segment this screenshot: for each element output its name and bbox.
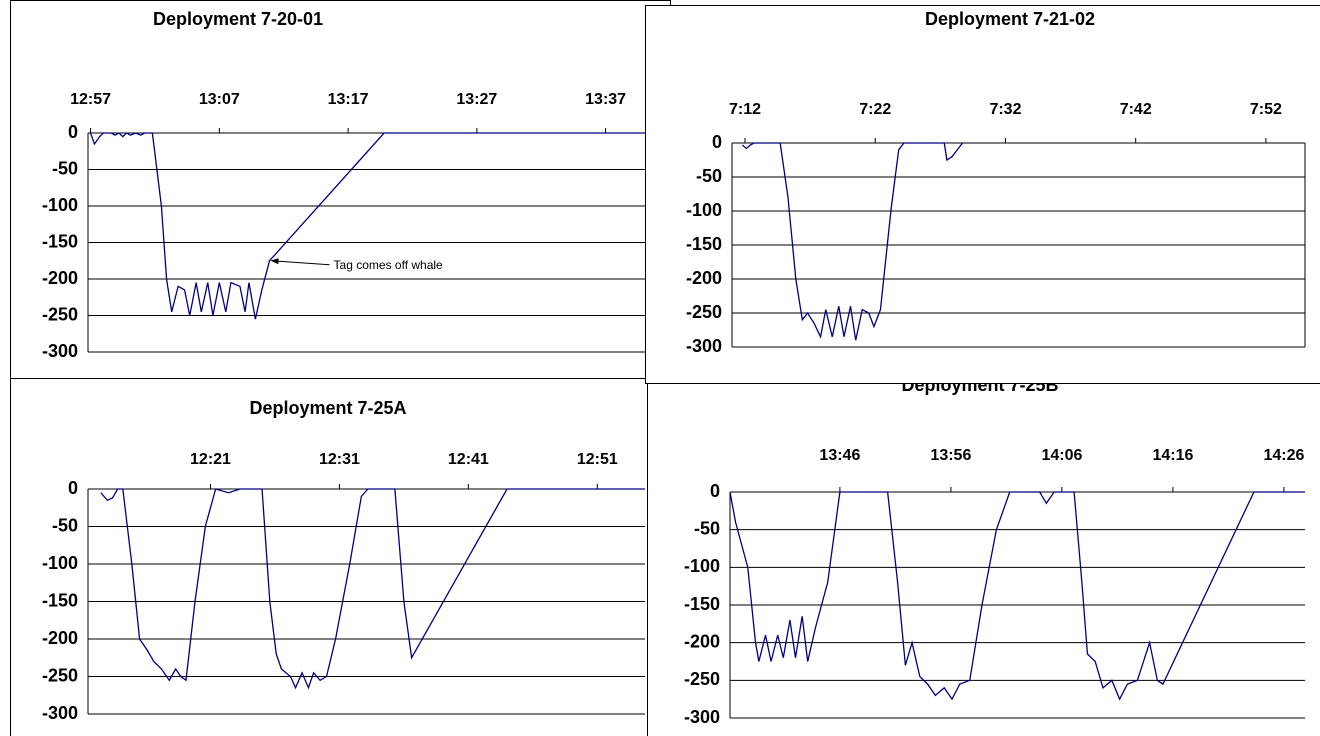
x-tick-label: 14:06 [1041,447,1082,464]
x-tick-label: 12:41 [448,451,489,468]
chart-frame [10,378,648,736]
y-tick-label: -150 [42,231,78,251]
chart-frame [10,0,671,379]
y-tick-label: -250 [684,669,720,689]
x-tick-label: 7:12 [729,101,761,118]
chart: Deployment 7-25A 0 -50 -100 -150 -200 -250 -300… [10,378,648,736]
x-tick-label: 7:32 [989,101,1021,118]
annotation: Tag comes off whale [334,258,443,272]
depth-line [100,488,645,690]
chart-title: Deployment 7-20-01 [153,9,323,29]
x-tick-label: 13:27 [456,91,497,108]
y-tick-label: 0 [710,481,720,501]
y-tick-label: -150 [684,594,720,614]
x-tick-label: 12:57 [70,91,111,108]
y-tick-label: -200 [684,631,720,651]
y-tick-label: -50 [694,518,720,538]
x-tick-label: 13:37 [585,91,626,108]
x-tick-label: 14:16 [1152,447,1193,464]
x-tick-label: 13:46 [819,447,860,464]
chart: Deployment 7-20-01 0 -50 -100 -150 -200 -250 -3… [10,0,671,379]
depth-line [741,142,964,341]
x-tick-label: 7:52 [1250,101,1282,118]
y-tick-label: -250 [686,302,722,322]
y-tick-label: -200 [42,628,78,648]
y-tick-label: -250 [42,304,78,324]
chart-title: Deployment 7-25A [249,398,406,418]
x-tick-label: 12:21 [190,451,231,468]
y-tick-label: -300 [686,336,722,356]
chart-frame [647,378,1320,736]
y-tick-label: -250 [42,665,78,685]
x-tick-label: 14:26 [1263,447,1304,464]
chart-title: Deployment 7-21-02 [925,9,1095,29]
y-tick-label: -200 [42,268,78,288]
y-tick-label: -300 [42,703,78,723]
depth-line [89,132,664,320]
y-tick-label: -150 [42,590,78,610]
x-tick-label: 13:17 [328,91,369,108]
y-tick-label: -100 [686,200,722,220]
y-tick-label: 0 [712,132,722,152]
y-tick-label: -50 [696,166,722,186]
y-tick-label: -50 [52,158,78,178]
x-tick-label: 12:31 [319,451,360,468]
y-tick-label: -100 [42,553,78,573]
chart-frame [645,5,1320,384]
y-tick-label: -300 [684,707,720,727]
x-tick-label: 12:51 [577,451,618,468]
y-tick-label: -150 [686,234,722,254]
y-tick-label: -100 [684,556,720,576]
y-tick-label: -300 [42,341,78,361]
chart: Deployment 7-21-02 0 -50 -100 -150 -200 -250 -3… [645,5,1320,384]
chart: Deployment 7-25B0-50-100-150-200-250-300… [647,375,1320,736]
x-tick-label: 7:22 [859,101,891,118]
y-tick-label: 0 [68,122,78,142]
annotation-arrow [270,258,330,266]
y-tick-label: -50 [52,515,78,535]
y-tick-label: -200 [686,268,722,288]
x-tick-label: 13:07 [199,91,240,108]
y-tick-label: -100 [42,195,78,215]
x-tick-label: 7:42 [1120,101,1152,118]
depth-line [729,491,1305,701]
y-tick-label: 0 [68,478,78,498]
x-tick-label: 13:56 [930,447,971,464]
